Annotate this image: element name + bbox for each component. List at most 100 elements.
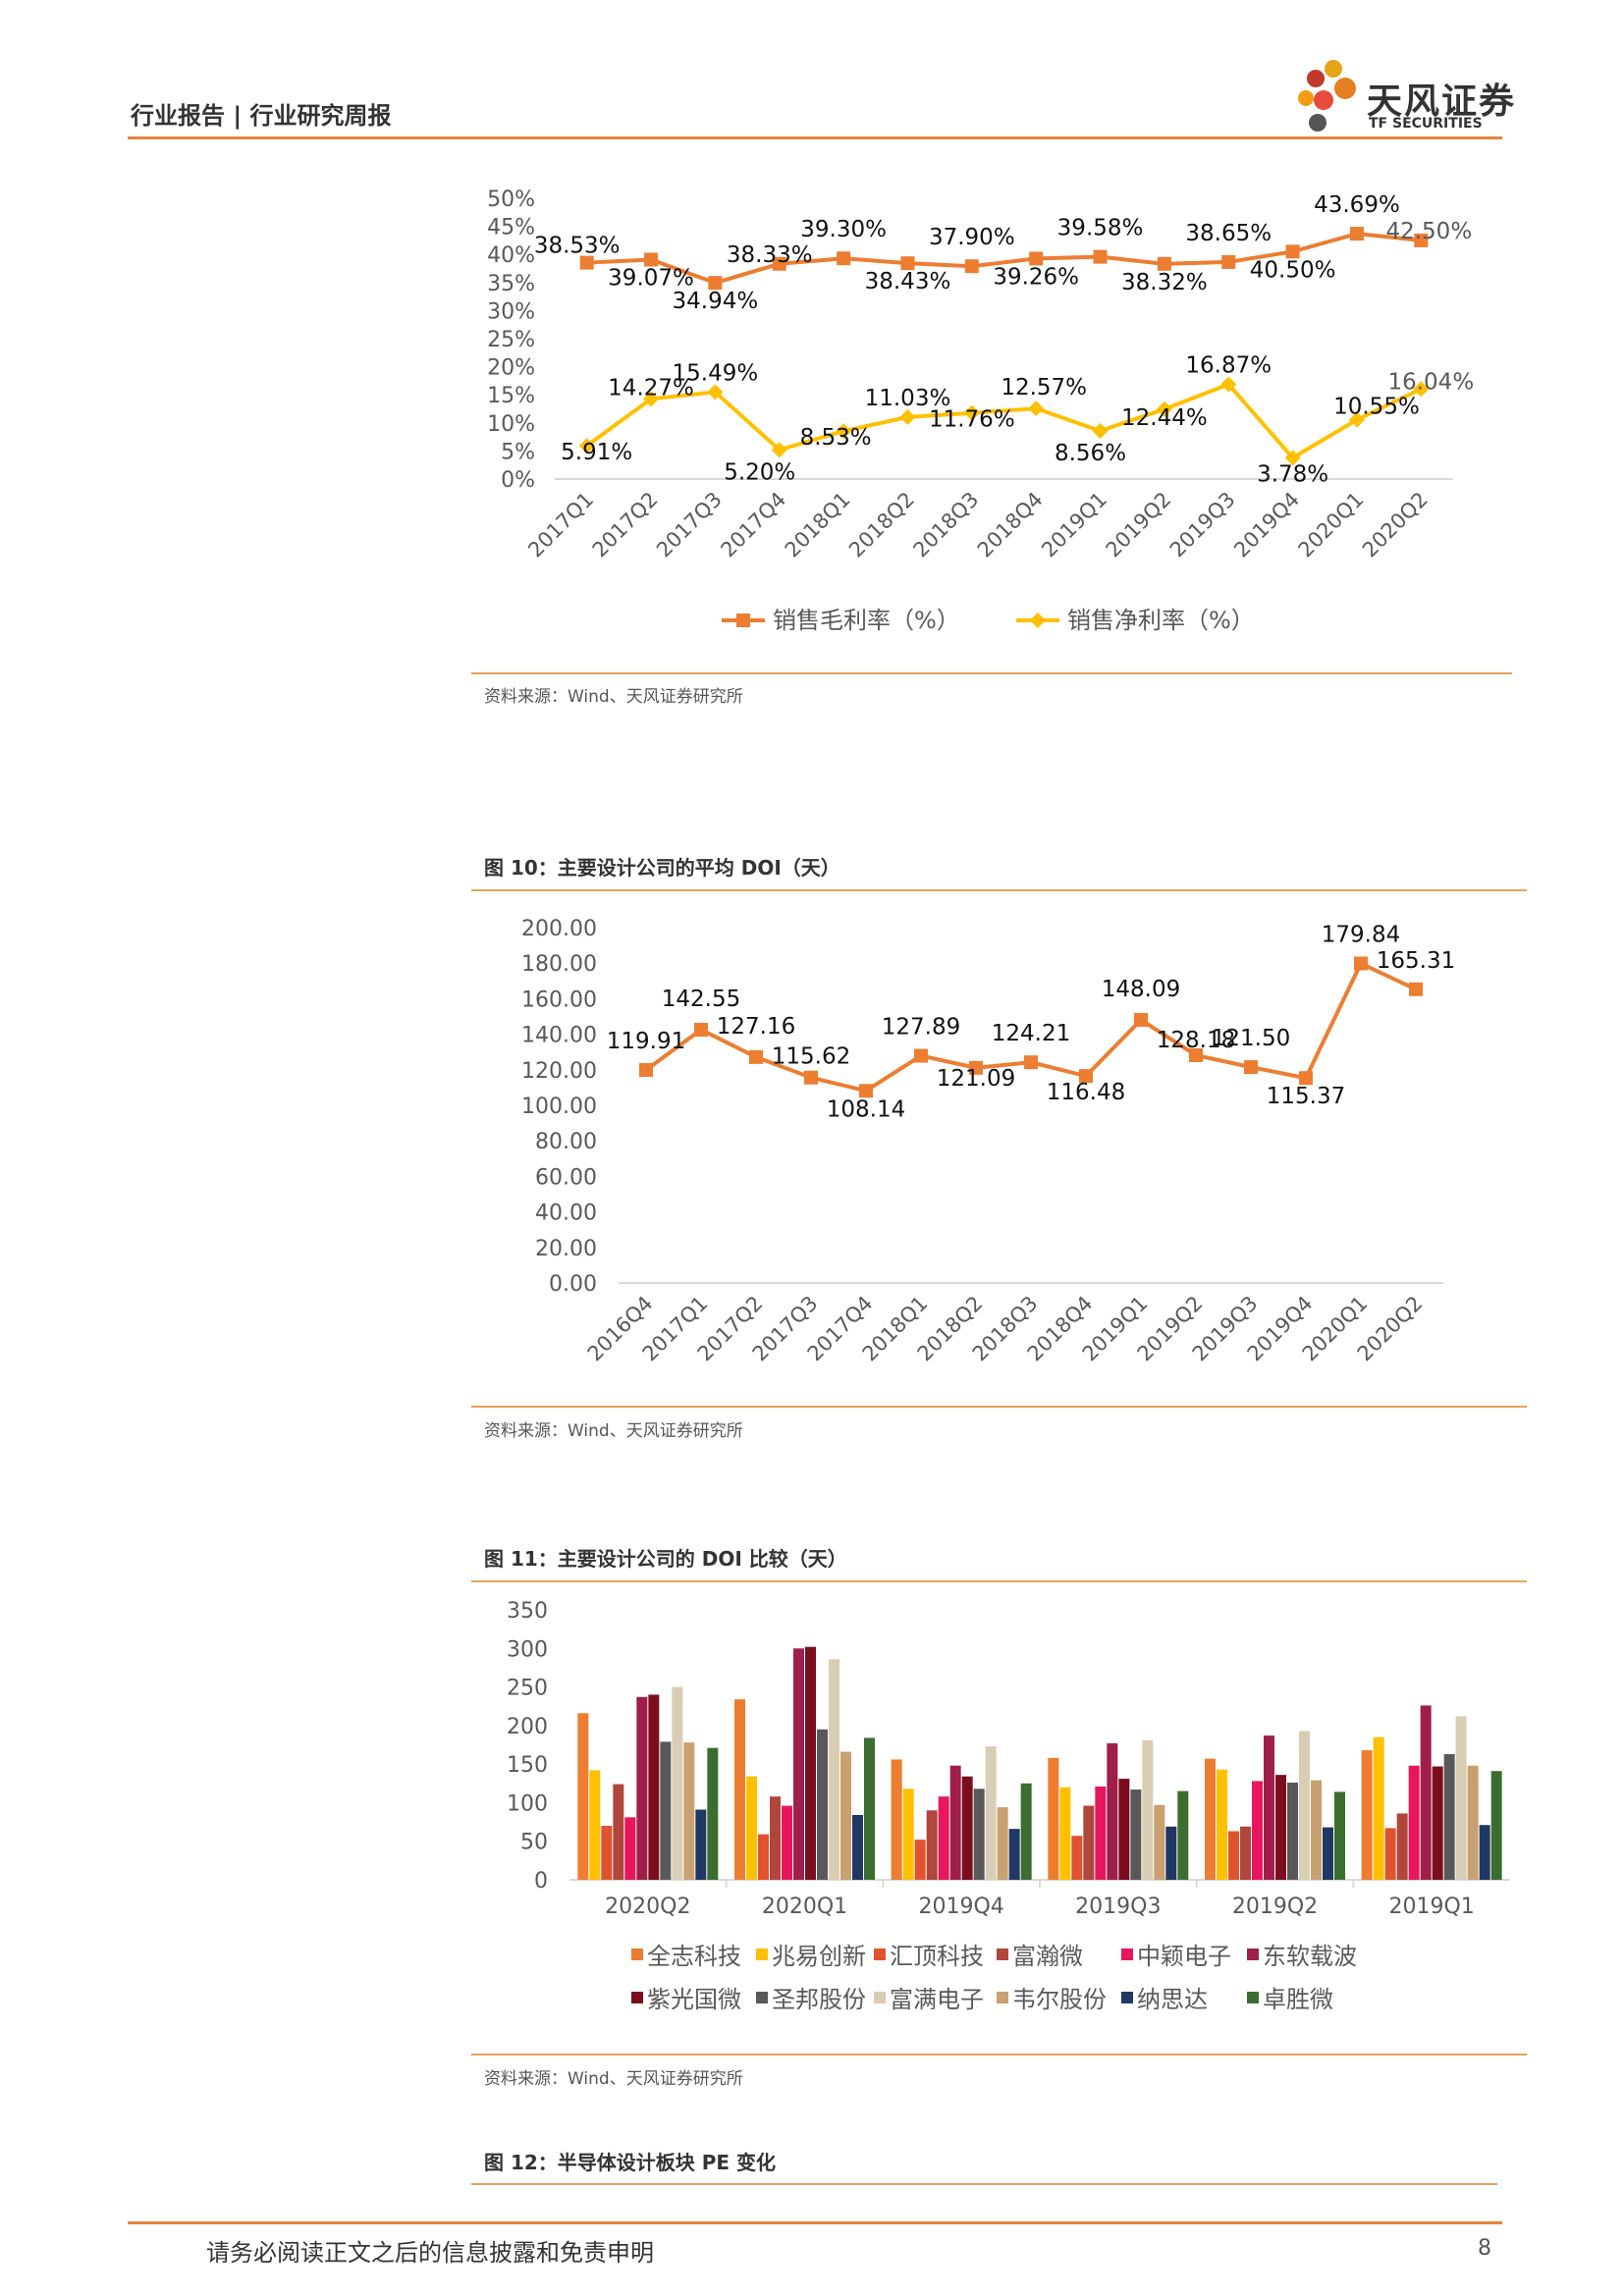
bar [782, 1805, 792, 1880]
data-point [969, 1060, 983, 1075]
data-label: 8.53% [800, 425, 872, 451]
data-label: 115.62 [772, 1044, 850, 1070]
page-number: 8 [1478, 2236, 1491, 2261]
bar [1165, 1826, 1177, 1880]
data-label: 12.57% [1001, 375, 1087, 400]
data-label: 40.50% [1250, 257, 1336, 283]
data-point [1220, 376, 1237, 393]
bar [961, 1776, 973, 1880]
bar [852, 1815, 863, 1880]
data-point [1413, 381, 1430, 398]
y-tick-label: 25% [487, 328, 535, 352]
data-label: 128.18 [1157, 1028, 1235, 1053]
bar [938, 1796, 949, 1880]
figure9-source: 资料来源：Wind、天风证券研究所 [484, 687, 743, 707]
data-point [1092, 423, 1109, 440]
data-point [1079, 1069, 1093, 1084]
data-point [1028, 400, 1045, 417]
bar [1490, 1771, 1502, 1880]
bar [648, 1694, 660, 1880]
data-label: 5.20% [724, 459, 795, 485]
bar [1240, 1826, 1251, 1880]
data-label: 39.30% [800, 217, 887, 242]
logo-name-cn: 天风证券 [1367, 81, 1517, 122]
x-tick-label: 2019Q1 [1037, 488, 1111, 562]
x-tick-label: 2019Q2 [1102, 488, 1176, 562]
legend-label: 汇顶科技 [890, 1943, 984, 1970]
y-tick-label: 20.00 [535, 1237, 597, 1261]
legend-label: 兆易创新 [772, 1943, 866, 1970]
y-tick-label: 0% [501, 468, 535, 493]
x-tick-label: 2020Q2 [1358, 488, 1433, 562]
x-tick-label: 2019Q3 [1075, 1895, 1161, 1919]
data-label: 121.09 [937, 1066, 1015, 1092]
bar [1275, 1775, 1286, 1880]
bar [817, 1729, 828, 1880]
x-tick-label: 2019Q4 [919, 1895, 1004, 1919]
bar [1264, 1735, 1274, 1880]
bar [1334, 1791, 1345, 1880]
y-tick-label: 50 [520, 1831, 548, 1855]
data-point [749, 1049, 763, 1064]
bar [1217, 1769, 1227, 1880]
y-tick-label: 30% [487, 299, 535, 324]
data-point [1024, 1055, 1038, 1070]
x-tick-label: 2019Q4 [1229, 488, 1304, 562]
bar [1455, 1716, 1467, 1880]
bar [1095, 1786, 1107, 1880]
data-point [1134, 1012, 1148, 1027]
legend-marker [736, 614, 750, 627]
bar [1408, 1765, 1420, 1880]
report-header-title: 行业报告 | 行业研究周报 [131, 102, 392, 130]
legend-label: 中颖电子 [1137, 1943, 1231, 1970]
data-point [1029, 251, 1044, 266]
bar [1020, 1783, 1032, 1880]
data-label: 148.09 [1102, 977, 1180, 1002]
bar [1142, 1739, 1154, 1880]
bar [660, 1741, 672, 1880]
data-point [1348, 411, 1365, 428]
figure10-bottom-rule [471, 1406, 1527, 1408]
bar [695, 1809, 707, 1880]
data-label: 142.55 [662, 987, 740, 1012]
y-tick-label: 160.00 [521, 988, 597, 1012]
figure10-source: 资料来源：Wind、天风证券研究所 [484, 1421, 743, 1441]
data-point [707, 384, 724, 400]
y-tick-label: 0 [534, 1869, 548, 1894]
bar [1299, 1731, 1310, 1880]
y-tick-label: 80.00 [535, 1130, 597, 1154]
figure9-bottom-rule [471, 672, 1512, 674]
data-point [1409, 982, 1423, 996]
data-label: 12.44% [1121, 405, 1208, 431]
data-label: 38.32% [1121, 270, 1208, 295]
data-label: 15.49% [673, 360, 759, 386]
data-point [804, 1070, 818, 1085]
y-tick-label: 0.00 [549, 1272, 597, 1297]
bar [746, 1776, 757, 1880]
data-point [899, 408, 916, 425]
bar [1130, 1789, 1142, 1880]
data-point [964, 259, 979, 274]
bar [1432, 1766, 1443, 1880]
bar [1083, 1805, 1095, 1880]
data-label: 119.91 [607, 1029, 685, 1054]
data-point [1414, 233, 1429, 247]
bar [734, 1699, 745, 1880]
y-tick-label: 15% [487, 384, 535, 408]
data-point [1221, 254, 1236, 269]
data-point [771, 442, 787, 458]
bar [1311, 1780, 1322, 1880]
bar [973, 1789, 985, 1880]
bar [1373, 1736, 1384, 1880]
x-tick-label: 2018Q3 [908, 488, 983, 562]
data-label: 165.31 [1377, 948, 1455, 974]
legend-label: 销售毛利率（%） [773, 607, 960, 634]
bar [1071, 1836, 1083, 1880]
bar [902, 1789, 914, 1880]
data-point [1299, 1071, 1313, 1086]
y-tick-label: 5% [501, 440, 535, 464]
data-label: 39.07% [608, 266, 694, 292]
data-label: 14.27% [608, 375, 694, 400]
x-tick-label: 2020Q1 [762, 1895, 847, 1919]
x-tick-label: 2017Q3 [652, 488, 727, 562]
